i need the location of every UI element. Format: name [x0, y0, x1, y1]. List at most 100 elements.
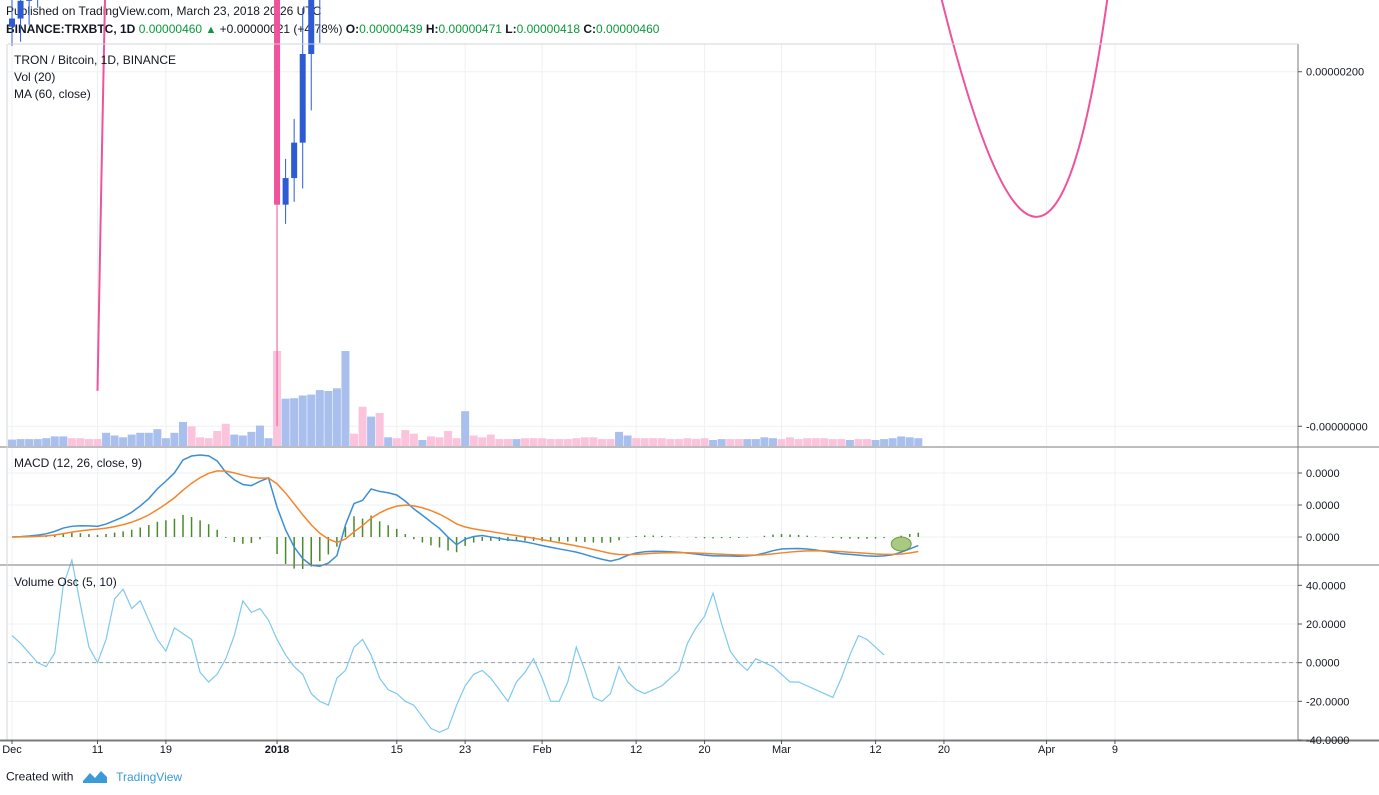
candle-body	[291, 142, 298, 179]
volume-bar	[794, 439, 803, 446]
volume-bar	[33, 439, 42, 446]
high-value: 0.00000471	[438, 22, 502, 36]
volume-bar	[196, 437, 205, 446]
high-label: H:	[425, 22, 439, 36]
volume-bar	[332, 388, 341, 446]
volume-bar	[67, 438, 76, 446]
volume-bar	[187, 426, 196, 446]
volume-bar	[358, 406, 367, 446]
time-tick-label: Mar	[772, 744, 791, 756]
volume-bar	[478, 437, 487, 446]
time-axis[interactable]: Dec 11 19 2018 15 23 Feb 12 20 Mar 12 20 Apr 9	[2, 740, 1118, 756]
volume-bar	[418, 440, 427, 446]
volume-bar	[469, 435, 478, 446]
price-axis[interactable]: 0.000020000.000018000.000016000.00001400…	[1298, 0, 1371, 747]
volume-bar	[213, 431, 222, 446]
volume-bar	[854, 439, 863, 446]
volume-bar	[657, 438, 666, 446]
macd-tick-label: 0.0000	[1306, 500, 1340, 512]
legend-volume[interactable]: Vol (20)	[14, 70, 55, 84]
volume-bar	[589, 437, 598, 446]
volume-bar	[25, 439, 34, 446]
tradingview-brand[interactable]: TradingView	[116, 769, 183, 784]
price-tick-label: -0.00000000	[1306, 421, 1368, 433]
volume-bar	[230, 434, 239, 446]
candle-body	[299, 54, 306, 143]
time-tick-label: 20	[938, 744, 950, 756]
volume-bar	[298, 395, 307, 446]
volume-bar	[615, 431, 624, 446]
volume-bar	[119, 437, 128, 446]
volume-bar	[760, 437, 769, 446]
volume-bar	[743, 439, 752, 446]
volume-bar	[315, 390, 324, 446]
volume-bars	[8, 351, 923, 446]
macd-tick-label: 0.0000	[1306, 468, 1340, 480]
volume-osc-line	[11, 557, 885, 733]
overlays	[96, 0, 1109, 391]
volume-bar	[179, 422, 187, 446]
volume-bar	[666, 439, 675, 446]
time-tick-label: 9	[1112, 744, 1118, 756]
volume-bar	[461, 411, 470, 446]
legend-volume-osc[interactable]: Volume Osc (5, 10)	[14, 575, 117, 589]
volume-bar	[777, 439, 786, 446]
volume-bar	[606, 439, 615, 446]
symbol-label[interactable]: BINANCE:TRXBTC, 1D	[6, 22, 136, 36]
volume-bar	[8, 439, 16, 446]
volume-bar	[375, 413, 384, 446]
volume-bar	[546, 439, 555, 446]
volume-bar	[837, 439, 846, 446]
up-arrow-icon: ▲	[205, 24, 217, 36]
volume-bar	[555, 439, 564, 446]
volume-bar	[50, 436, 59, 446]
close-value: 0.00000460	[596, 22, 660, 36]
candle-body	[308, 0, 315, 55]
volume-bar	[384, 437, 393, 446]
tradingview-logo-icon[interactable]	[82, 769, 107, 786]
volume-bar	[102, 432, 111, 446]
time-tick-label: 12	[869, 744, 881, 756]
legend-ma[interactable]: MA (60, close)	[14, 87, 91, 101]
volume-bar	[170, 432, 179, 446]
volume-bar	[503, 439, 512, 446]
volume-bar	[247, 431, 256, 446]
volume-bar	[290, 398, 299, 446]
volume-bar	[632, 438, 641, 446]
volume-bar	[221, 423, 230, 446]
candle-body	[9, 18, 15, 27]
legend-macd[interactable]: MACD (12, 26, close, 9)	[14, 456, 142, 470]
macd-pane[interactable]	[11, 454, 920, 570]
time-tick-label: 20	[698, 744, 710, 756]
volume-bar	[700, 438, 709, 446]
volume-bar	[880, 439, 889, 446]
candle-body	[26, 0, 33, 1]
candles[interactable]	[9, 0, 921, 427]
volume-bar	[495, 439, 504, 446]
open-value: 0.00000439	[359, 22, 423, 36]
vosc-tick-label: -40.0000	[1306, 735, 1349, 747]
volume-bar	[905, 437, 914, 446]
grid	[8, 44, 1298, 741]
volume-bar	[16, 439, 25, 446]
time-tick-label: 12	[630, 744, 642, 756]
time-tick-label: 23	[459, 744, 471, 756]
volume-bar	[136, 432, 145, 446]
volume-bar	[93, 439, 102, 446]
low-value: 0.00000418	[516, 22, 581, 36]
volume-bar	[597, 439, 606, 446]
volume-bar	[110, 435, 119, 446]
pane-frames	[0, 43, 1379, 742]
time-tick-label: 2018	[265, 744, 289, 756]
volume-bar	[512, 439, 521, 446]
volume-bar	[820, 438, 829, 446]
volume-bar	[76, 438, 85, 446]
macd-line	[11, 454, 919, 567]
time-tick-label: Apr	[1038, 744, 1055, 756]
legend-title[interactable]: TRON / Bitcoin, 1D, BINANCE	[14, 53, 176, 67]
price-tick-label: 0.00000200	[1306, 67, 1364, 79]
volume-bar	[692, 439, 700, 446]
volume-osc-pane[interactable]	[8, 557, 1298, 733]
volume-bar	[811, 438, 820, 446]
